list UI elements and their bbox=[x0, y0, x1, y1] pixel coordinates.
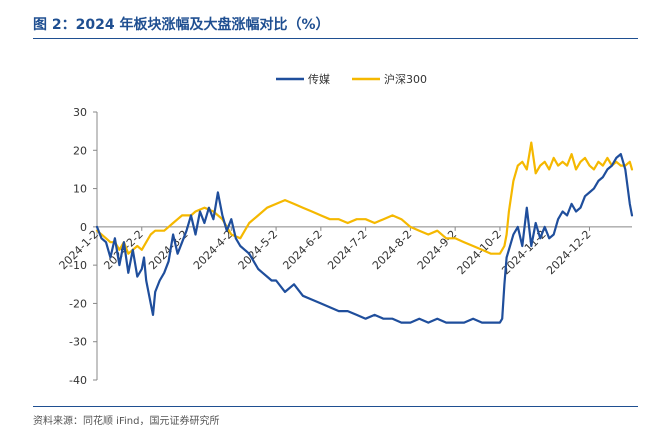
legend-item-media-label: 传媒 bbox=[308, 73, 330, 86]
chart-container: 30 20 10 0 -10 -20 -30 -40 2024-1-2 2024-2-2 2024-… bbox=[0, 40, 670, 410]
x-tick-label: 2024-4-2 bbox=[191, 228, 236, 273]
y-tick-label: -10 bbox=[69, 259, 87, 272]
y-tick-label: -20 bbox=[69, 297, 87, 310]
y-tick-label: 20 bbox=[73, 144, 87, 157]
x-tick-label: 2024-10-2 bbox=[455, 228, 504, 277]
footer-divider bbox=[33, 406, 638, 407]
figure-title: 图 2：2024 年板块涨幅及大盘涨幅对比（%） bbox=[33, 17, 330, 33]
y-tick-label: 30 bbox=[73, 106, 87, 119]
series-line-media bbox=[95, 153, 634, 324]
chart-legend: 传媒 沪深300 bbox=[276, 72, 427, 86]
header-divider bbox=[33, 38, 638, 39]
y-tick-label: 10 bbox=[73, 183, 87, 196]
source-note: 资料来源：同花顺 iFind，国元证券研究所 bbox=[33, 416, 220, 427]
legend-item-hs300-label: 沪深300 bbox=[384, 72, 427, 86]
y-tick-label: -30 bbox=[69, 336, 87, 349]
x-tick-label: 2024-9-2 bbox=[415, 228, 460, 273]
x-tick-label: 2024-6-2 bbox=[280, 228, 325, 273]
x-tick-label: 2024-7-2 bbox=[325, 228, 370, 273]
y-tick-label: -40 bbox=[69, 374, 87, 387]
x-tick-label: 2024-8-2 bbox=[370, 228, 415, 273]
figure-header: 图 2：2024 年板块涨幅及大盘涨幅对比（%） bbox=[33, 0, 638, 40]
chart-series bbox=[95, 141, 634, 324]
series-line-hs300 bbox=[95, 141, 634, 255]
figure-footer: 资料来源：同花顺 iFind，国元证券研究所 bbox=[33, 406, 638, 427]
y-tick-label: 0 bbox=[80, 221, 87, 234]
